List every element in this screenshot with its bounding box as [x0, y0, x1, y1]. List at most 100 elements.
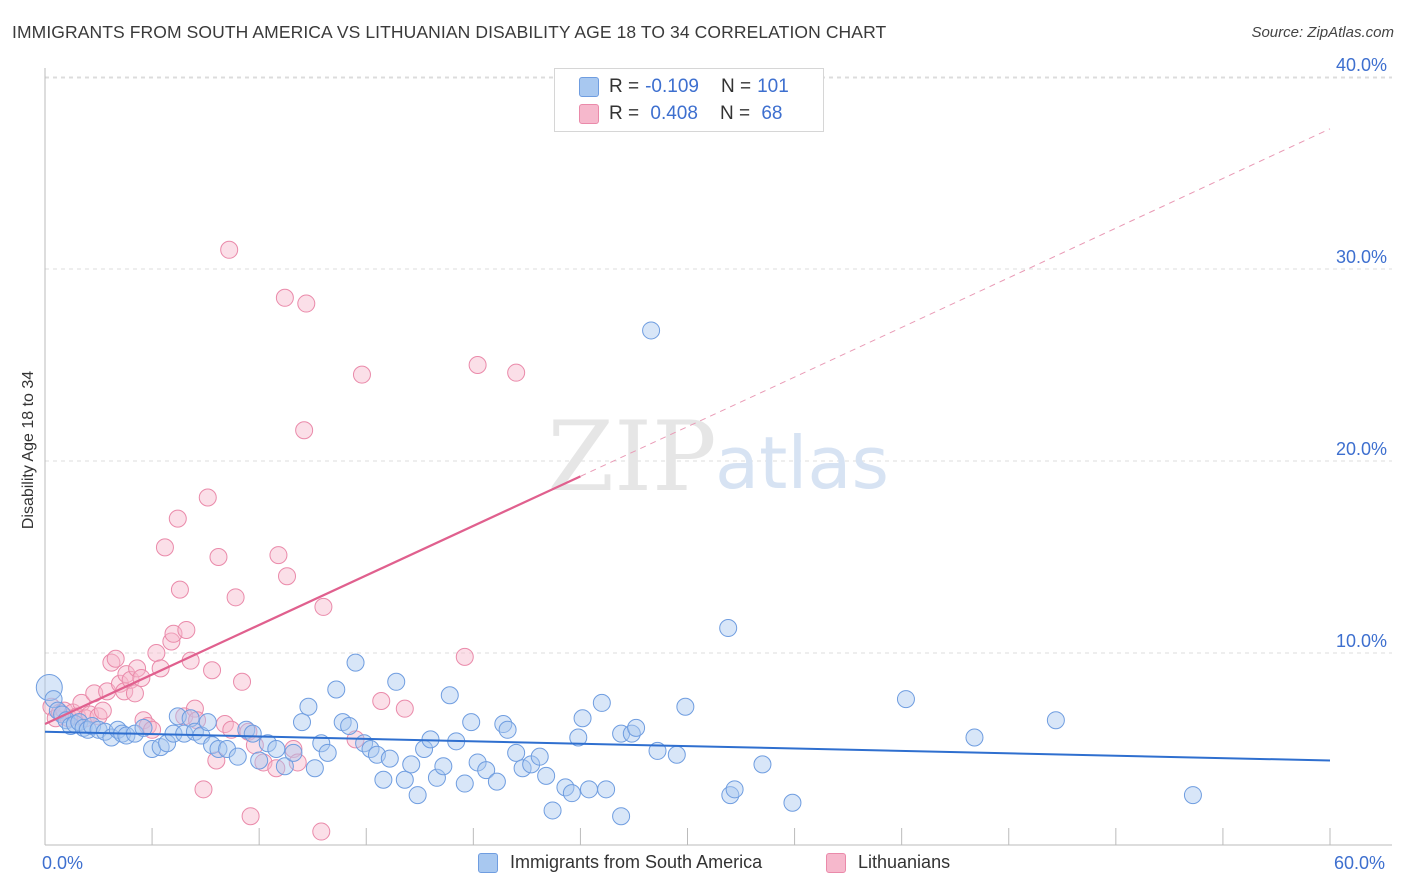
south-america-point [293, 713, 311, 732]
lithuanians-point [177, 620, 196, 639]
bottom-legend-swatch-blue [478, 852, 498, 873]
south-america-point [181, 709, 200, 728]
south-america-point [275, 757, 294, 776]
lithuanians-point [203, 661, 222, 680]
watermark-atlas: atlas [715, 421, 889, 505]
legend-r-value: 0.408 [645, 103, 698, 124]
south-america-point [327, 680, 346, 699]
lithuanians-trend-extension [580, 128, 1331, 477]
south-america-point [387, 672, 406, 691]
legend-n-label: N = [720, 76, 752, 97]
south-america-point [198, 713, 217, 732]
south-america-point [719, 619, 738, 638]
south-america-point [530, 747, 549, 766]
bottom-legend-lithuanians: Lithuanians [826, 852, 950, 873]
south-america-point [648, 741, 667, 760]
south-america-point [440, 686, 459, 705]
x-max-label: 60.0% [1334, 853, 1386, 873]
south-america-point [427, 768, 446, 787]
lithuanians-point [468, 356, 487, 374]
south-america-point [374, 770, 393, 789]
axes [44, 68, 1392, 846]
south-america-point [597, 780, 616, 799]
lithuanians-point [93, 701, 112, 720]
south-america-point [579, 780, 598, 799]
legend-r-value: -0.109 [645, 76, 699, 97]
south-america-point [395, 770, 414, 789]
lithuanians-trend-line [44, 475, 581, 726]
chart-title: IMMIGRANTS FROM SOUTH AMERICA VS LITHUAN… [12, 22, 887, 42]
legend-row-south-america: R = -0.109 N = 101 [579, 75, 789, 99]
south-america-point [284, 743, 303, 762]
lithuanians-point [226, 588, 245, 607]
south-america-point [498, 720, 517, 739]
bottom-legend-swatch-pink [826, 852, 846, 873]
south-america-point [537, 766, 556, 785]
lithuanians-point [155, 538, 174, 557]
lithuanians-point [185, 699, 204, 718]
legend-n-label: N = [719, 103, 751, 124]
lithuanians-point [314, 597, 333, 616]
south-america-point [725, 780, 744, 799]
south-america-point [753, 755, 772, 774]
legend-row-lithuanians: R = 0.408 N = 68 [579, 102, 782, 126]
lithuanians-point [241, 807, 260, 826]
y-axis-label-wrap: Disability Age 18 to 34 [14, 300, 44, 600]
south-america-trend-line [44, 730, 1331, 762]
south-america-point [380, 749, 399, 768]
lithuanians-point [147, 644, 166, 662]
lithuanians-point [220, 240, 239, 259]
south-america-point [267, 740, 286, 758]
south-america-point [305, 759, 324, 778]
south-america-point [592, 693, 611, 712]
south-america-point [543, 801, 562, 820]
south-america-point [612, 807, 631, 826]
south-america-point [667, 745, 686, 764]
lithuanians-point [275, 288, 294, 307]
south-america-point [896, 690, 915, 709]
south-america-point [965, 728, 984, 747]
stats-legend: R = -0.109 N = 101 R = 0.408 N = 68 [554, 68, 824, 132]
lithuanians-point [352, 365, 371, 384]
south-america-point [455, 774, 474, 793]
south-america-points [35, 321, 1202, 826]
lithuanians-point [162, 632, 181, 651]
lithuanians-point [372, 692, 391, 710]
lithuanians-point [297, 294, 316, 313]
lithuanians-point [269, 546, 288, 565]
source-credit: Source: ZipAtlas.com [1251, 24, 1394, 41]
legend-n-value: 101 [757, 76, 789, 97]
lithuanians-point [395, 699, 414, 718]
south-america-point [35, 674, 63, 702]
y-axis-label: Disability Age 18 to 34 [20, 370, 37, 530]
legend-swatch-blue [579, 77, 599, 97]
south-america-point [1183, 786, 1202, 805]
south-america-point [318, 743, 337, 762]
lithuanians-point [194, 780, 213, 799]
gridlines [45, 76, 1392, 654]
bottom-legend-label-south-america: Immigrants from South America [510, 852, 763, 872]
watermark: ZIP atlas [547, 401, 889, 513]
lithuanians-point [128, 659, 147, 678]
south-america-point [462, 713, 481, 732]
south-america-point [402, 755, 421, 774]
south-america-point [134, 718, 153, 737]
south-america-point [243, 724, 262, 743]
south-america-point [218, 740, 237, 758]
legend-swatch-pink [579, 104, 599, 124]
watermark-zip: ZIP [547, 401, 716, 513]
south-america-point [642, 321, 661, 340]
y-tick-label-10: 10.0% [1336, 631, 1388, 651]
lithuanians-point [198, 488, 217, 507]
y-tick-label-30: 30.0% [1336, 247, 1388, 267]
lithuanians-point [209, 548, 228, 566]
lithuanians-point [168, 509, 187, 528]
legend-n-value: 68 [756, 103, 783, 124]
y-tick-label-20: 20.0% [1336, 439, 1388, 459]
lithuanians-point [132, 668, 151, 687]
south-america-point [408, 786, 427, 805]
south-america-point [340, 716, 359, 735]
lithuanians-point [507, 363, 526, 382]
legend-r-label: R = [609, 103, 640, 124]
